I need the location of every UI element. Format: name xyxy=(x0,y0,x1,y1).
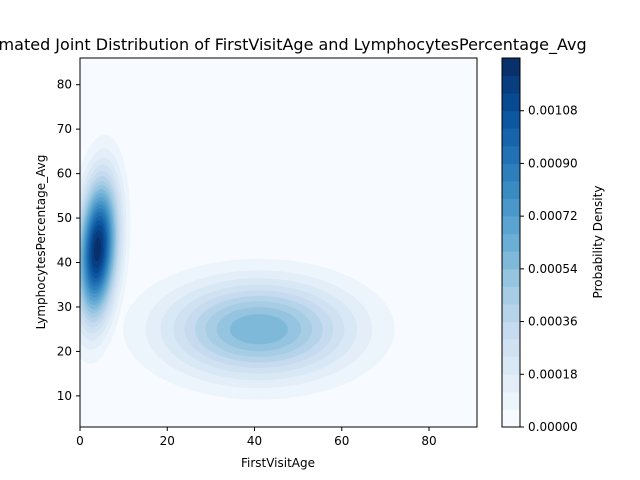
y-tick-label: 10 xyxy=(57,389,72,403)
colorbar-tick-label: 0.00072 xyxy=(528,209,578,223)
colorbar: 0.00000 0.00018 0.00036 0.00054 0.00072 0.000… xyxy=(501,57,605,434)
y-tick-label: 30 xyxy=(57,300,72,314)
colorbar-label: Probability Density xyxy=(591,186,605,299)
colorbar-band xyxy=(502,233,520,252)
colorbar-band xyxy=(502,93,520,112)
colorbar-tick-label: 0.00108 xyxy=(528,104,578,118)
colorbar-tick-label: 0.00000 xyxy=(528,420,578,434)
plot-frame xyxy=(79,57,478,428)
x-tick-label: 80 xyxy=(421,434,436,448)
colorbar-band xyxy=(502,268,520,287)
colorbar-bands xyxy=(502,58,520,428)
colorbar-band xyxy=(502,251,520,270)
density-contours xyxy=(80,134,395,400)
colorbar-tick-label: 0.00054 xyxy=(528,262,578,276)
colorbar-band xyxy=(502,110,520,129)
colorbar-band xyxy=(502,356,520,375)
y-tick-label: 70 xyxy=(57,122,72,136)
x-tick-label: 0 xyxy=(76,434,84,448)
plot-area xyxy=(79,57,478,428)
colorbar-band xyxy=(502,58,520,76)
contour-band-adult-cluster xyxy=(229,314,288,345)
colorbar-band xyxy=(502,286,520,305)
colorbar-ticks: 0.00000 0.00018 0.00036 0.00054 0.00072 0.000… xyxy=(520,104,578,434)
colorbar-tick-label: 0.00090 xyxy=(528,156,578,170)
y-tick-label: 60 xyxy=(57,167,72,181)
x-tick-label: 60 xyxy=(334,434,349,448)
colorbar-band xyxy=(502,198,520,217)
colorbar-band xyxy=(502,216,520,235)
colorbar-band xyxy=(502,145,520,164)
y-tick-label: 50 xyxy=(57,211,72,225)
colorbar-band xyxy=(502,321,520,340)
colorbar-band xyxy=(502,128,520,147)
colorbar-frame xyxy=(501,57,521,428)
colorbar-tick-label: 0.00036 xyxy=(528,315,578,329)
x-tick-label: 20 xyxy=(160,434,175,448)
colorbar-tick-label: 0.00018 xyxy=(528,367,578,381)
colorbar-band xyxy=(502,75,520,94)
contour-band-child-cluster xyxy=(94,237,101,262)
y-axis-label: LymphocytesPercentage_Avg xyxy=(34,155,48,330)
colorbar-band xyxy=(502,304,520,322)
y-tick-label: 80 xyxy=(57,78,72,92)
x-axis: 0 20 40 60 80 xyxy=(76,427,437,448)
colorbar-band xyxy=(502,163,520,182)
colorbar-band xyxy=(502,374,520,393)
colorbar-band xyxy=(502,391,520,410)
x-axis-label: FirstVisitAge xyxy=(241,456,315,470)
y-tick-label: 40 xyxy=(57,256,72,270)
chart-title: Estimated Joint Distribution of FirstVis… xyxy=(0,35,587,55)
colorbar-band xyxy=(502,181,520,199)
y-axis: 10 20 30 40 50 60 70 80 xyxy=(57,78,80,403)
colorbar-band xyxy=(502,339,520,358)
y-tick-label: 20 xyxy=(57,344,72,358)
x-tick-label: 40 xyxy=(247,434,262,448)
colorbar-band xyxy=(502,409,520,428)
